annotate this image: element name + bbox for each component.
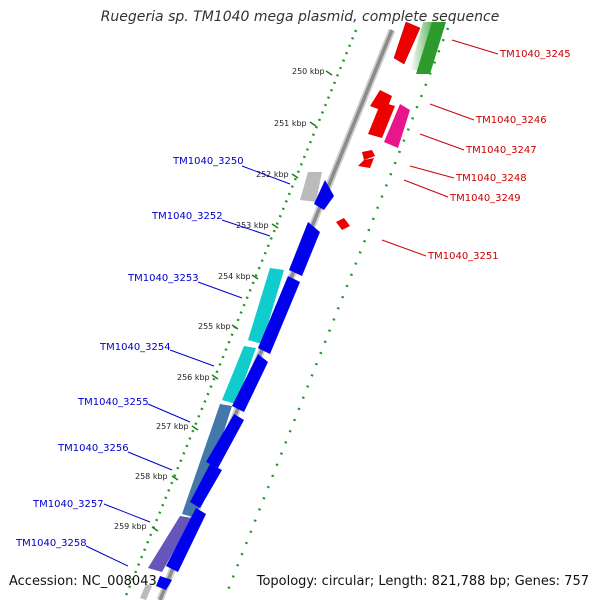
map-title: Ruegeria sp. TM1040 mega plasmid, comple… <box>100 9 500 25</box>
gene-label-3252[interactable]: TM1040_3252 <box>151 211 223 222</box>
gene-3250-arrow[interactable] <box>300 172 322 202</box>
kbp-label-255: 255 kbp <box>198 322 231 331</box>
gene-3245-arrow[interactable] <box>393 21 421 65</box>
gene-3247-arrow[interactable] <box>384 104 410 148</box>
kbp-label-254: 254 kbp <box>218 272 251 281</box>
kbp-label-258: 258 kbp <box>135 472 168 481</box>
gene-label-3248[interactable]: TM1040_3248 <box>455 173 527 184</box>
gene-label-3246[interactable]: TM1040_3246 <box>475 115 547 126</box>
gene-3246b-arrow[interactable] <box>368 102 395 138</box>
kbp-ticks: 250 kbp 251 kbp 252 kbp 253 kbp 254 kbp … <box>114 67 333 532</box>
gene-3258-arrow[interactable] <box>156 576 172 590</box>
kbp-label-256: 256 kbp <box>177 373 210 382</box>
kbp-label-250: 250 kbp <box>292 67 325 76</box>
kbp-label-257: 257 kbp <box>156 422 189 431</box>
gene-3257b-arrow[interactable] <box>166 508 206 572</box>
gene-3249-arrow[interactable] <box>358 158 374 168</box>
forward-strand-genes <box>140 172 334 600</box>
inner-tick-track <box>123 29 358 599</box>
gene-label-3249[interactable]: TM1040_3249 <box>449 193 521 204</box>
gene-gray-end <box>140 584 152 600</box>
gene-label-3253[interactable]: TM1040_3253 <box>127 273 199 284</box>
gene-label-3257[interactable]: TM1040_3257 <box>32 499 104 510</box>
gene-label-3250[interactable]: TM1040_3250 <box>172 156 244 167</box>
gene-label-3245[interactable]: TM1040_3245 <box>499 49 571 60</box>
gene-3257-arrow[interactable] <box>148 516 192 572</box>
gene-label-3255[interactable]: TM1040_3255 <box>77 397 149 408</box>
gene-label-3251[interactable]: TM1040_3251 <box>427 251 499 262</box>
topology-summary: Topology: circular; Length: 821,788 bp; … <box>256 574 589 589</box>
gene-3256-arrow[interactable] <box>190 464 222 508</box>
kbp-label-253: 253 kbp <box>236 221 269 230</box>
gene-3248-arrow[interactable] <box>362 150 375 160</box>
gene-3251-arrow[interactable] <box>336 218 350 230</box>
reverse-strand-genes <box>336 21 446 230</box>
kbp-label-252: 252 kbp <box>256 170 289 179</box>
gene-label-3254[interactable]: TM1040_3254 <box>99 342 171 353</box>
gene-3252-arrow[interactable] <box>289 222 320 276</box>
gene-3253b-arrow[interactable] <box>258 276 300 354</box>
gene-label-3247[interactable]: TM1040_3247 <box>465 145 537 156</box>
forward-gene-labels: TM1040_3250 TM1040_3252 TM1040_3253 TM10… <box>15 156 291 567</box>
gene-green-arrow-main[interactable] <box>416 22 446 74</box>
gene-label-3256[interactable]: TM1040_3256 <box>57 443 129 454</box>
gene-3254b-arrow[interactable] <box>232 354 268 412</box>
reverse-gene-labels: TM1040_3245 TM1040_3246 TM1040_3247 TM10… <box>381 39 571 262</box>
outer-tick-track <box>226 27 450 591</box>
accession-text: Accession: NC_008043 <box>9 574 157 589</box>
kbp-label-259: 259 kbp <box>114 522 147 531</box>
gene-3255b-arrow[interactable] <box>206 414 244 468</box>
gene-label-3258[interactable]: TM1040_3258 <box>15 538 87 549</box>
gene-3253-arrow[interactable] <box>248 268 284 344</box>
gene-3254-arrow[interactable] <box>222 346 256 404</box>
kbp-label-251: 251 kbp <box>274 119 307 128</box>
gene-3250b-arrow[interactable] <box>314 180 334 210</box>
